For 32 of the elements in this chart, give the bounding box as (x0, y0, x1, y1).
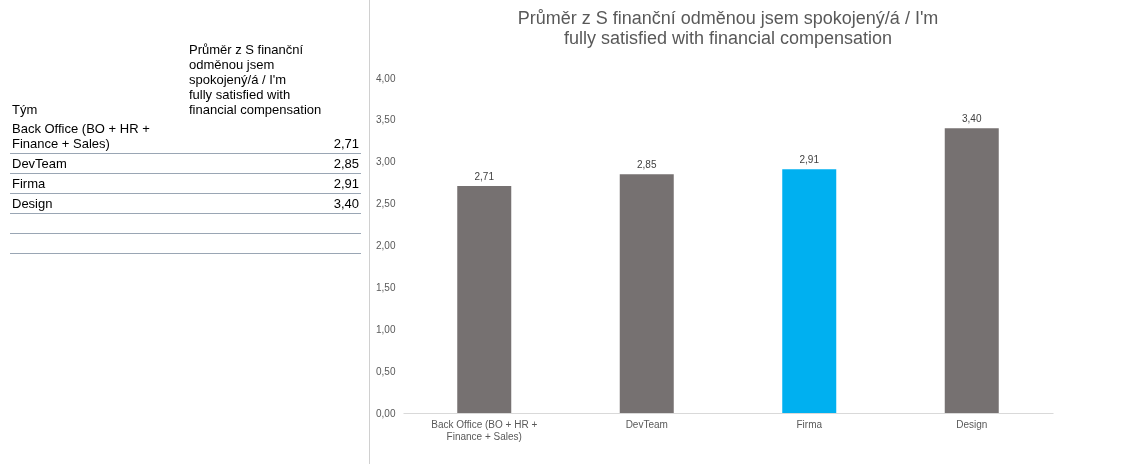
text: DevTeam (10, 153, 187, 174)
y-tick-label: 2,50 (376, 198, 396, 210)
text: Průměr z S finanční odměnou jsem spokojený/á / I'm fully satisfied with financial compensation (188, 41, 323, 119)
y-tick-label: 2,00 (376, 240, 396, 251)
y-tick-label: 4,00 (376, 72, 396, 84)
bar (619, 174, 674, 413)
x-tick-label: Firma (796, 418, 823, 430)
data-label: 3,40 (962, 113, 982, 125)
data-label: 2,71 (474, 171, 495, 183)
y-tick-label: 0,00 (376, 407, 396, 419)
text: 3,40 (187, 193, 361, 214)
text: Firma (10, 173, 187, 194)
bar (944, 128, 999, 413)
data-label: 2,85 (637, 159, 657, 171)
y-tick-label: 1,50 (376, 281, 396, 293)
y-tick-label: 3,00 (376, 156, 396, 168)
x-tick-label: Design (956, 418, 988, 430)
y-tick-label: 3,50 (376, 114, 396, 126)
text: Tým (11, 101, 39, 119)
text: Back Office (BO + HR + Finance + Sales) (10, 119, 187, 154)
chart-title: Průměr z S finanční odměnou jsem spokojený/á / I'm fully satisfied with financial compensation (517, 8, 939, 48)
bar (782, 169, 837, 413)
text: 2,71 (187, 119, 361, 154)
bar (457, 186, 512, 413)
x-tick-label: Back Office (BO + HR + Finance + Sales) (431, 418, 538, 442)
y-tick-label: 0,50 (376, 365, 396, 377)
text: Design (10, 193, 187, 214)
data-label: 2,91 (799, 154, 820, 166)
text: 2,85 (187, 153, 361, 174)
text: 2,91 (187, 173, 361, 194)
x-tick-label: DevTeam (625, 418, 668, 430)
y-tick-label: 1,00 (376, 323, 396, 335)
